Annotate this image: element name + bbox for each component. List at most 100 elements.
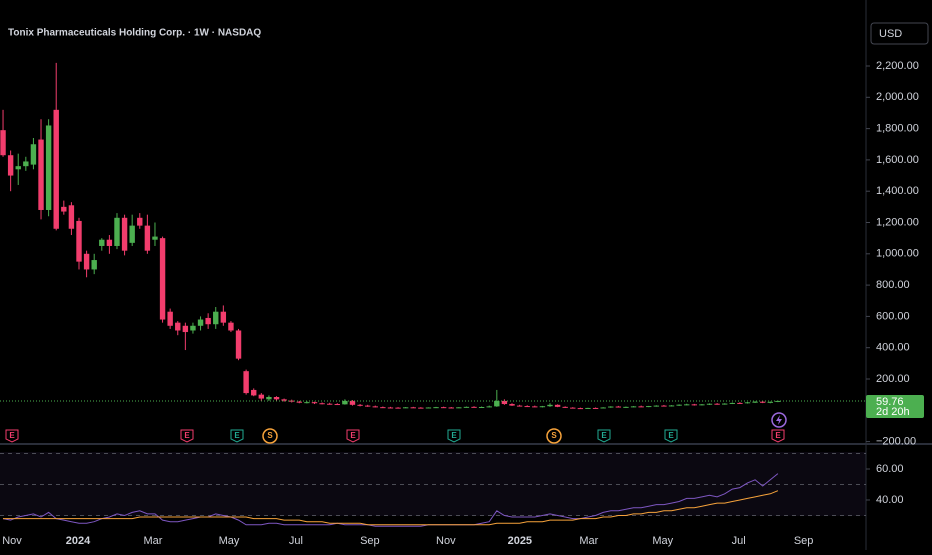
- event-badge: [546, 428, 562, 444]
- event-badge: [262, 428, 278, 444]
- candle-body: [471, 406, 477, 408]
- x-tick-label: Jul: [289, 535, 303, 547]
- candle-body: [630, 406, 637, 408]
- x-tick-label: Nov: [2, 535, 22, 547]
- candle-body: [387, 407, 394, 409]
- candle-body: [326, 403, 333, 405]
- x-tick-label: Nov: [436, 535, 456, 547]
- candle-body: [281, 399, 287, 401]
- event-label: E: [775, 431, 781, 440]
- candle-body: [182, 325, 189, 333]
- currency-box[interactable]: [870, 22, 929, 45]
- candle-body: [266, 396, 272, 400]
- event-label: E: [350, 431, 356, 440]
- candle-body: [76, 220, 82, 262]
- candle-body: [357, 404, 363, 406]
- candle-body: [106, 239, 113, 246]
- candle-body: [456, 407, 462, 409]
- candle-body: [0, 130, 6, 156]
- x-tick-label: Sep: [360, 535, 380, 547]
- candle-body: [243, 371, 249, 394]
- candle-body: [691, 404, 698, 406]
- rsi-y-tick-label: 60.00: [876, 463, 904, 475]
- candle-body: [38, 139, 44, 210]
- candle-body: [676, 404, 682, 406]
- candle-body: [425, 407, 432, 409]
- candle-body: [722, 403, 728, 405]
- candle-body: [220, 311, 227, 323]
- event-label: E: [601, 431, 607, 440]
- candle-body: [99, 239, 105, 246]
- event-badge: [5, 429, 19, 443]
- countdown-label: 2d 20h: [876, 406, 910, 418]
- candle-body: [319, 403, 325, 405]
- alert-icon[interactable]: [771, 412, 787, 428]
- candle-body: [570, 407, 576, 409]
- candle-body: [615, 406, 622, 408]
- y-tick-label: 1,000.00: [876, 248, 919, 260]
- event-badge: [180, 429, 194, 443]
- candle-body: [608, 406, 614, 408]
- y-tick-label: 400.00: [876, 342, 910, 354]
- candle-body: [380, 407, 386, 409]
- event-badge: [346, 429, 360, 443]
- candle-body: [577, 408, 584, 410]
- candle-body: [258, 394, 265, 399]
- event-label: E: [451, 431, 457, 440]
- x-tick-label: Jul: [732, 535, 746, 547]
- candle-body: [23, 161, 29, 167]
- currency[interactable]: USD: [879, 28, 902, 40]
- candle-body: [547, 404, 553, 407]
- candle-body: [752, 401, 758, 403]
- candle-body: [402, 407, 409, 409]
- candle-body: [334, 404, 340, 406]
- candle-body: [706, 403, 713, 405]
- candle-body: [83, 253, 90, 270]
- candle-body: [539, 406, 546, 408]
- alert-bolt[interactable]: [776, 415, 782, 425]
- candle-body: [661, 405, 667, 407]
- candle-body: [509, 404, 515, 406]
- y-tick-label: 1,400.00: [876, 185, 919, 197]
- candle-body: [418, 407, 424, 409]
- candle-body: [114, 217, 120, 246]
- candle-body: [175, 322, 181, 331]
- x-tick-label: 2025: [508, 535, 532, 547]
- candle-body: [494, 400, 500, 407]
- candle-body: [190, 325, 196, 331]
- x-tick-label: Sep: [794, 535, 814, 547]
- candle-body: [684, 404, 690, 406]
- candle-body: [516, 405, 523, 407]
- x-tick-label: May: [652, 535, 673, 547]
- candle-body: [759, 401, 766, 403]
- candle-body: [144, 225, 151, 251]
- candle-body: [554, 404, 561, 407]
- last-price-label: 59.76: [876, 396, 904, 408]
- alert-circle[interactable]: [771, 412, 787, 428]
- candle-body: [342, 400, 348, 405]
- candle-body: [121, 217, 128, 251]
- event-label: E: [9, 431, 15, 440]
- candle-body: [304, 402, 310, 404]
- candle-body: [68, 205, 75, 229]
- candle-body: [235, 330, 242, 359]
- candle-body: [668, 405, 675, 407]
- candle-body: [137, 217, 143, 226]
- event-badge: [447, 429, 461, 443]
- y-tick-label: 200.00: [876, 373, 910, 385]
- candle-body: [53, 109, 59, 229]
- candle-body: [7, 155, 14, 176]
- candle-body: [646, 406, 652, 408]
- y-tick-label: 2,000.00: [876, 91, 919, 103]
- event-badge: [664, 429, 678, 443]
- candle-body: [433, 407, 439, 409]
- event-label: E: [668, 431, 674, 440]
- candle-body: [213, 311, 219, 325]
- candle-body: [440, 407, 447, 409]
- candle-body: [600, 407, 606, 409]
- candle-body: [61, 206, 67, 212]
- rsi-line: [3, 490, 779, 526]
- last-price-box: [866, 394, 924, 418]
- candle-body: [349, 400, 356, 405]
